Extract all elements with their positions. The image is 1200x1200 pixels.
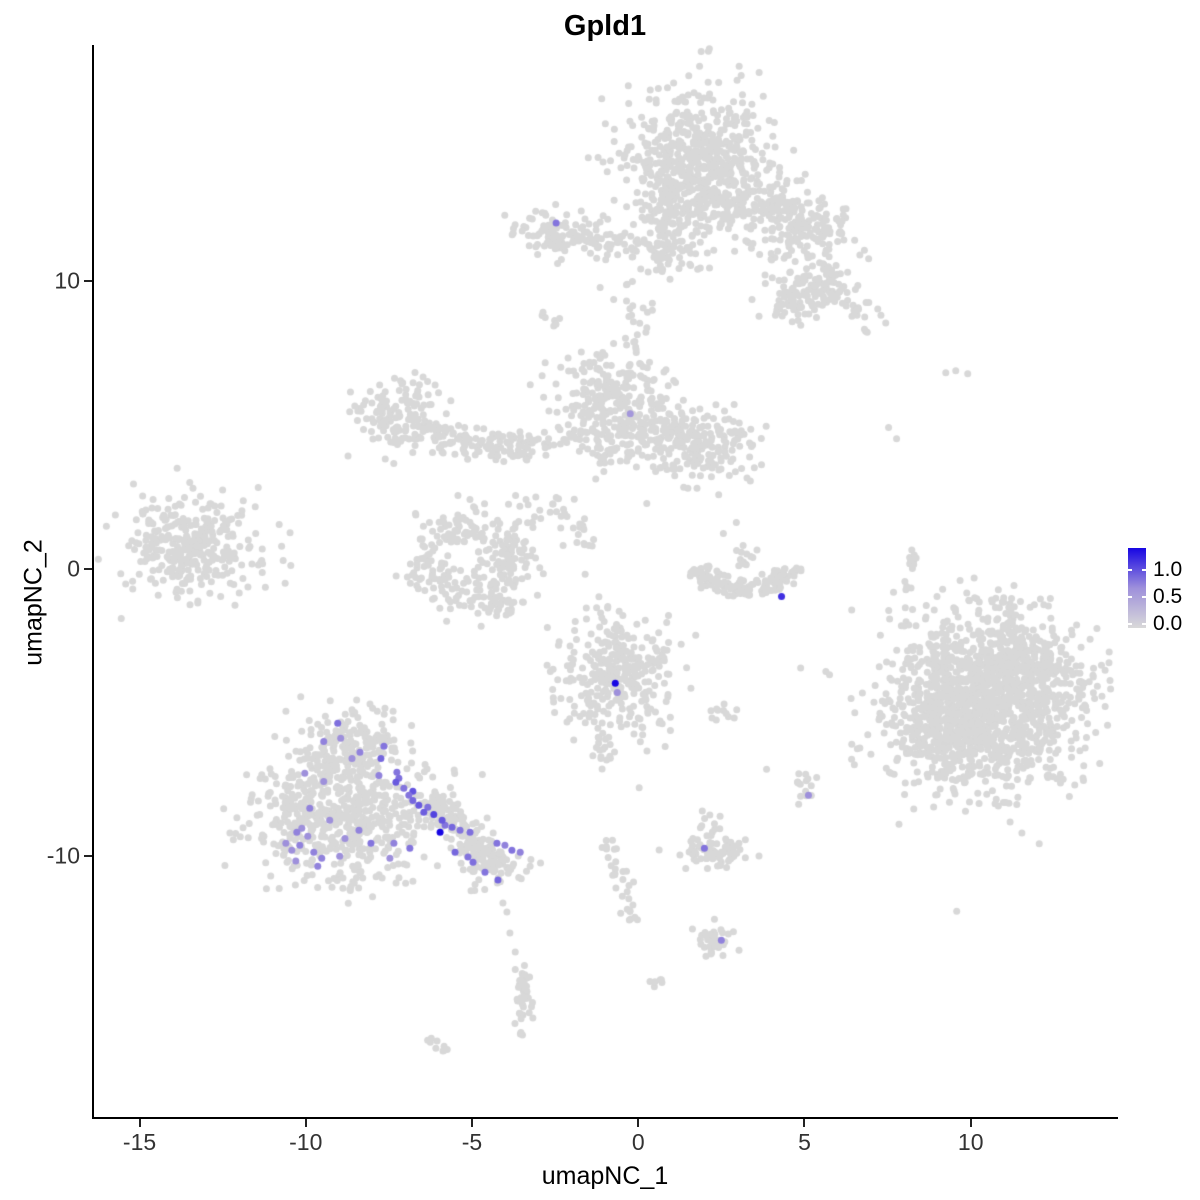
colorbar-tick bbox=[1128, 596, 1132, 598]
x-axis-tick bbox=[138, 1119, 141, 1127]
x-axis-title: umapNC_1 bbox=[541, 1162, 669, 1190]
colorbar-tick bbox=[1128, 623, 1132, 625]
y-axis-line bbox=[92, 45, 94, 1119]
colorbar-label: 0.5 bbox=[1153, 585, 1183, 608]
x-axis-tick bbox=[969, 1119, 972, 1127]
x-tick-label: -5 bbox=[461, 1129, 483, 1155]
x-tick-label: 5 bbox=[798, 1129, 811, 1155]
colorbar-tick bbox=[1128, 569, 1132, 571]
colorbar-gradient bbox=[1128, 548, 1146, 628]
y-axis-tick bbox=[84, 279, 92, 282]
y-tick-label: 0 bbox=[67, 555, 80, 582]
x-axis-tick bbox=[304, 1119, 307, 1127]
colorbar-tick bbox=[1142, 569, 1146, 571]
y-tick-label: 10 bbox=[54, 267, 80, 294]
colorbar-label: 0.0 bbox=[1153, 612, 1183, 635]
x-axis-tick bbox=[803, 1119, 806, 1127]
colorbar-label: 1.0 bbox=[1153, 558, 1183, 581]
y-axis-tick bbox=[84, 567, 92, 570]
x-tick-label: -15 bbox=[122, 1129, 157, 1155]
x-axis-tick bbox=[471, 1119, 473, 1127]
y-axis-tick bbox=[84, 855, 92, 858]
x-tick-label: 10 bbox=[957, 1129, 984, 1155]
y-tick-label: -10 bbox=[46, 842, 80, 869]
chart-title: Gpld1 bbox=[563, 10, 647, 42]
x-tick-label: 0 bbox=[631, 1129, 645, 1155]
x-axis-tick bbox=[637, 1119, 640, 1127]
y-axis-title: umapNC_2 bbox=[19, 539, 48, 666]
x-tick-label: -10 bbox=[289, 1129, 323, 1155]
x-axis-line bbox=[92, 1117, 1118, 1119]
colorbar-tick bbox=[1142, 596, 1146, 598]
colorbar-tick bbox=[1142, 623, 1146, 625]
